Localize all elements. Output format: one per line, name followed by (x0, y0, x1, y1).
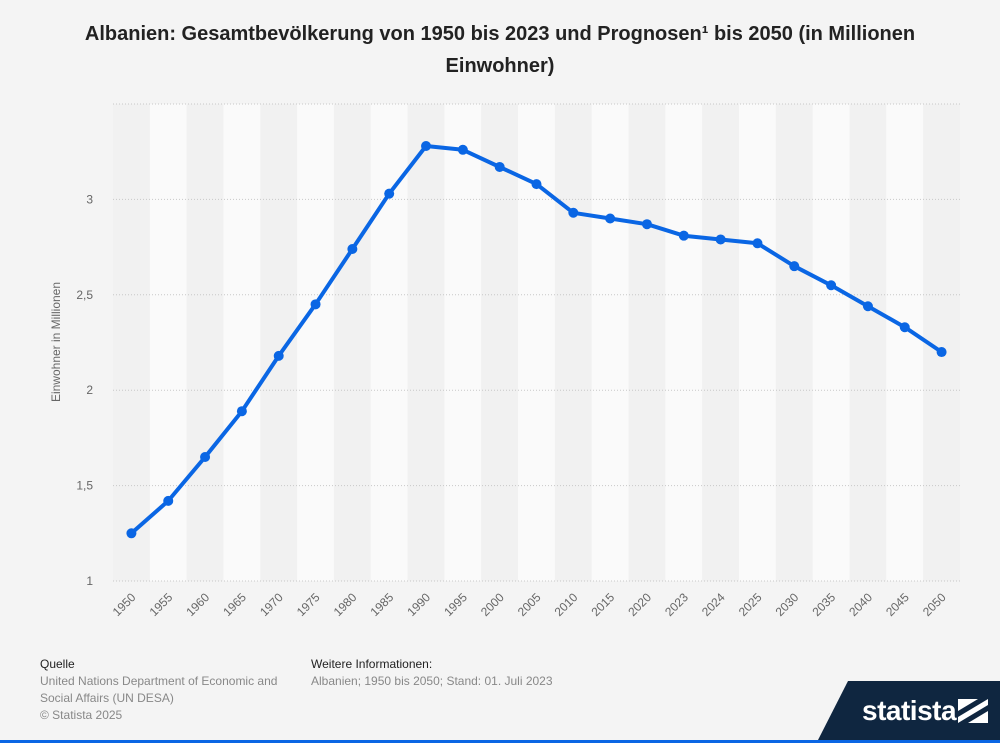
x-tick-label: 2050 (920, 590, 949, 619)
column-band (113, 104, 150, 581)
column-band (628, 104, 666, 581)
data-point (273, 350, 284, 361)
x-tick-label: 2025 (736, 590, 765, 619)
brand-name: statista (862, 695, 957, 726)
column-band (370, 104, 408, 581)
data-point (641, 219, 652, 230)
data-point (200, 451, 211, 462)
bottom-accent-line (0, 740, 1000, 743)
y-axis-label: Einwohner in Millionen (49, 282, 63, 402)
data-point (384, 188, 395, 199)
data-point (347, 244, 358, 255)
data-point (899, 322, 910, 333)
data-point (236, 406, 247, 417)
x-tick-label: 1970 (257, 590, 286, 619)
column-band (407, 104, 445, 581)
column-band (739, 104, 776, 581)
column-bands (113, 104, 960, 581)
column-band (665, 104, 703, 581)
x-tick-label: 1955 (147, 590, 176, 619)
copyright: © Statista 2025 (40, 708, 123, 722)
chart-title: Albanien: Gesamtbevölkerung von 1950 bis… (84, 23, 916, 77)
data-point (421, 140, 432, 151)
column-band (149, 104, 187, 581)
statista-logo[interactable]: statista (818, 681, 1000, 740)
x-tick-label: 1995 (441, 590, 470, 619)
x-tick-label: 1975 (294, 590, 323, 619)
data-point (826, 280, 837, 291)
data-point (936, 347, 947, 358)
x-tick-label: 2000 (478, 590, 507, 619)
data-point (457, 144, 468, 155)
data-point (605, 213, 616, 224)
line-chart: 11,522,53 Einwohner in Millionen 1950 195… (49, 103, 960, 619)
y-axis-ticks: 1 1,5 2 2,5 3 (76, 192, 93, 588)
x-tick-label: 1950 (110, 590, 139, 619)
column-band (444, 104, 482, 581)
x-tick-label: 2040 (846, 590, 875, 619)
column-band (260, 104, 298, 581)
data-point (789, 261, 800, 272)
data-point (752, 238, 763, 249)
x-tick-label: 2035 (809, 590, 838, 619)
column-band (554, 104, 592, 581)
data-point (862, 301, 873, 312)
data-point (531, 179, 542, 190)
x-tick-label: 2024 (699, 590, 728, 619)
x-tick-label: 1990 (404, 590, 433, 619)
x-tick-label: 2005 (515, 590, 544, 619)
info-block: Weitere Informationen: Albanien; 1950 bi… (311, 656, 553, 690)
column-band (591, 104, 629, 581)
column-band (481, 104, 519, 581)
data-point (494, 161, 505, 172)
statista-logo-icon (958, 699, 988, 723)
x-axis-ticks: 1950 1955 1960 1965 1970 1975 1980 1985 1990 1995… (110, 590, 949, 619)
column-band (702, 104, 740, 581)
column-band (333, 104, 371, 581)
column-band (297, 104, 334, 581)
column-band (223, 104, 261, 581)
y-tick-label: 2,5 (76, 288, 93, 302)
y-tick-label: 1,5 (76, 479, 93, 493)
data-point (163, 495, 174, 506)
x-tick-label: 2015 (588, 590, 617, 619)
data-point (126, 528, 137, 539)
x-tick-label: 2020 (625, 590, 654, 619)
source-line-2[interactable]: Social Affairs (UN DESA) (40, 691, 174, 705)
column-band (812, 104, 850, 581)
column-band (775, 104, 813, 581)
x-tick-label: 2045 (883, 590, 912, 619)
x-tick-label: 2023 (662, 590, 691, 619)
data-point (568, 207, 579, 218)
data-point (678, 230, 689, 241)
column-band (518, 104, 555, 581)
x-tick-label: 2030 (773, 590, 802, 619)
x-tick-label: 1960 (183, 590, 212, 619)
x-tick-label: 1985 (368, 590, 397, 619)
info-text: Albanien; 1950 bis 2050; Stand: 01. Juli… (311, 674, 553, 688)
y-tick-label: 2 (86, 383, 93, 397)
x-tick-label: 1965 (220, 590, 249, 619)
source-line-1[interactable]: United Nations Department of Economic an… (40, 674, 278, 688)
y-tick-label: 3 (86, 192, 93, 206)
y-tick-label: 1 (86, 574, 93, 588)
column-band (886, 104, 924, 581)
data-point (310, 299, 321, 310)
column-band (186, 104, 224, 581)
x-tick-label: 1980 (331, 590, 360, 619)
data-points (126, 140, 947, 539)
info-heading: Weitere Informationen: (311, 657, 433, 671)
column-band (849, 104, 887, 581)
source-block: Quelle United Nations Department of Econ… (40, 656, 277, 724)
gridlines (113, 103, 960, 582)
x-tick-label: 2010 (552, 590, 581, 619)
source-heading: Quelle (40, 657, 75, 671)
data-point (715, 234, 726, 245)
